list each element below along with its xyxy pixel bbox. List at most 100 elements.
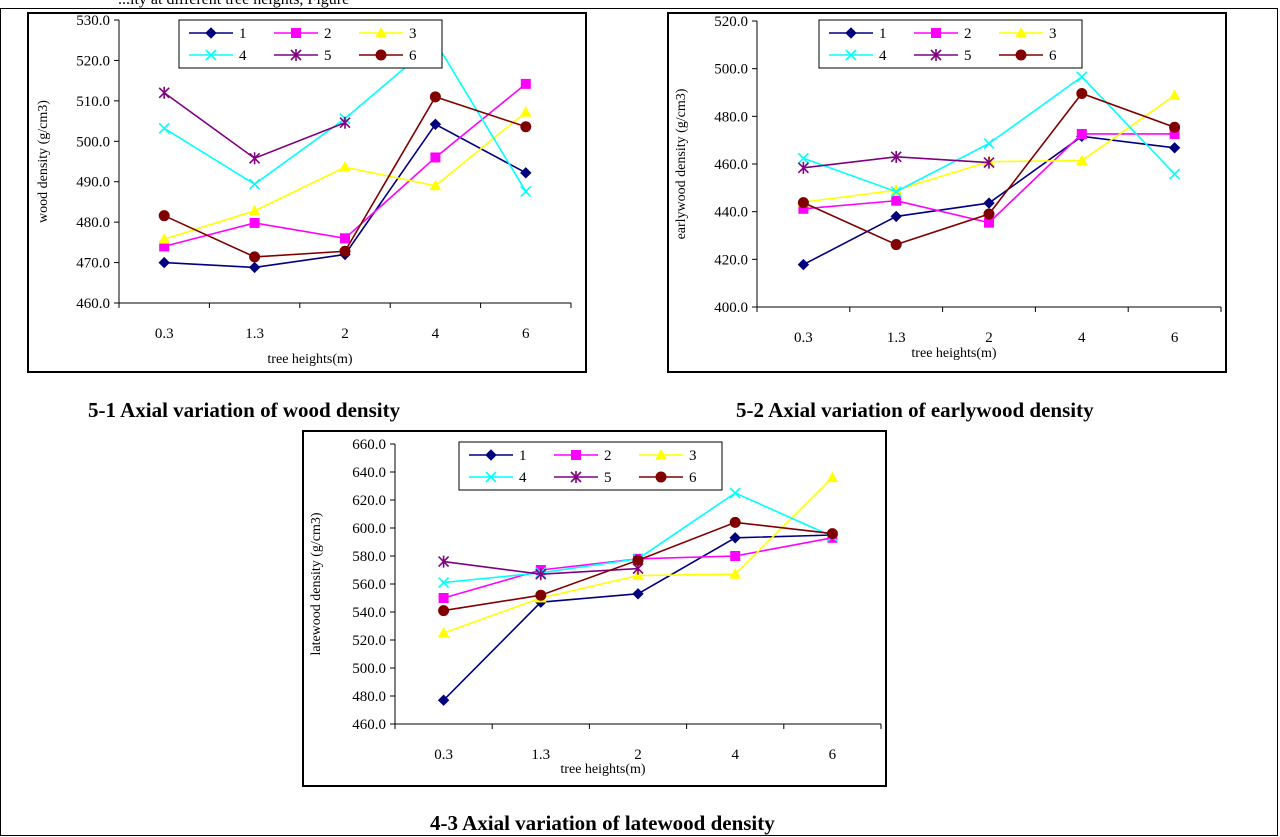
data-point <box>826 528 838 540</box>
data-point <box>1169 121 1181 133</box>
y-tick-label: 580.0 <box>352 549 386 565</box>
data-point <box>339 161 351 172</box>
y-tick-label: 520.0 <box>714 14 748 30</box>
y-tick-label: 530.0 <box>76 14 110 29</box>
legend-item-2: 2 <box>554 448 612 464</box>
series-6 <box>158 91 532 263</box>
data-point <box>632 554 644 566</box>
legend-marker <box>291 28 301 38</box>
legend-item-3: 3 <box>639 448 697 464</box>
x-tick-label: 1.3 <box>245 326 264 342</box>
legend-label: 5 <box>604 470 612 486</box>
legend-label: 5 <box>324 48 332 64</box>
x-tick-label: 0.3 <box>434 747 453 763</box>
legend-label: 3 <box>409 26 417 42</box>
series-1 <box>797 130 1181 271</box>
legend-item-6: 6 <box>639 470 697 486</box>
data-point <box>983 156 995 169</box>
y-tick-label: 600.0 <box>352 521 386 537</box>
legend-item-4: 4 <box>829 48 887 64</box>
legend-item-5: 5 <box>914 48 972 64</box>
data-point <box>1168 142 1181 154</box>
legend-label: 1 <box>239 26 247 42</box>
y-tick-label: 480.0 <box>76 215 110 231</box>
y-tick-label: 440.0 <box>714 205 748 221</box>
data-point <box>437 694 450 706</box>
legend: 1 2 3 4 5 6 <box>818 19 1083 69</box>
legend-item-4: 4 <box>189 48 247 64</box>
legend-item-2: 2 <box>914 26 972 42</box>
legend-marker <box>1015 49 1027 61</box>
x-tick-label: 2 <box>634 747 642 763</box>
x-tick-label: 4 <box>731 747 739 763</box>
legend-box <box>818 19 1083 69</box>
data-point <box>797 197 809 209</box>
data-point <box>520 121 532 133</box>
legend-label: 6 <box>1049 48 1057 64</box>
y-axis-title: earlywood density (g/cm3) <box>674 88 689 239</box>
series-line-5 <box>163 92 346 160</box>
data-point <box>519 106 532 117</box>
legend-box <box>178 19 443 69</box>
data-point <box>1076 71 1088 83</box>
data-point <box>520 78 531 89</box>
page-top-text: ...ity at different tree heights, Figure <box>118 0 349 9</box>
data-point <box>340 233 350 244</box>
data-point <box>890 210 902 223</box>
x-tick-label: 4 <box>432 326 440 342</box>
legend-label: 5 <box>964 48 972 64</box>
data-point <box>249 178 261 190</box>
data-point <box>438 577 450 589</box>
data-point <box>438 605 450 617</box>
chart-latewood-density: 460.0 480.0 500.0 520.0 540.0 560.0 580.0 600.0… <box>309 437 882 777</box>
y-tick-label: 510.0 <box>76 94 110 110</box>
data-point <box>429 179 442 191</box>
series-3 <box>158 106 532 244</box>
legend: 1 2 3 4 5 6 <box>178 19 443 69</box>
legend-item-6: 6 <box>999 48 1057 64</box>
data-point <box>797 152 809 164</box>
data-point <box>797 161 809 174</box>
legend-item-3: 3 <box>999 26 1057 42</box>
legend-item-2: 2 <box>274 26 332 42</box>
x-tick-label: 1.3 <box>531 747 550 763</box>
legend-item-3: 3 <box>359 26 417 42</box>
data-point <box>729 487 741 499</box>
y-tick-label: 500.0 <box>714 62 748 78</box>
y-tick-label: 660.0 <box>352 437 386 453</box>
data-point <box>249 152 261 165</box>
x-axis-title: tree heights(m) <box>267 352 352 367</box>
series-6 <box>797 87 1181 251</box>
y-tick-label: 480.0 <box>352 689 386 705</box>
data-point <box>249 217 260 228</box>
legend-label: 2 <box>604 448 612 464</box>
x-tick-label: 1.3 <box>887 330 906 346</box>
data-point <box>158 256 170 269</box>
data-point <box>983 137 995 150</box>
data-point <box>730 551 741 561</box>
y-tick-label: 620.0 <box>352 493 386 509</box>
data-point <box>158 122 170 134</box>
legend-marker <box>845 27 857 39</box>
y-tick-label: 460.0 <box>714 157 748 173</box>
x-tick-label: 0.3 <box>794 330 813 346</box>
legend-marker <box>571 450 581 460</box>
legend-label: 6 <box>689 470 697 486</box>
data-point <box>729 568 742 579</box>
plot-axes <box>114 19 572 308</box>
legend-label: 6 <box>409 48 417 64</box>
data-point <box>430 152 441 163</box>
legend-item-5: 5 <box>274 48 332 64</box>
data-point <box>158 210 170 222</box>
legend-marker <box>375 49 387 61</box>
y-tick-label: 520.0 <box>352 633 386 649</box>
caption-latewood-density: 4-3 Axial variation of latewood density <box>430 811 775 835</box>
data-point <box>437 626 450 638</box>
legend-label: 4 <box>519 470 527 486</box>
data-point <box>520 167 532 179</box>
x-tick-label: 6 <box>522 326 530 342</box>
data-point <box>797 258 810 271</box>
chart-wood-density: 460.0 470.0 480.0 490.0 500.0 510.0 520.0 530.0… <box>36 14 572 367</box>
data-point <box>983 208 995 220</box>
panel-wood-density: 460.0 470.0 480.0 490.0 500.0 510.0 520.0 530.0… <box>27 12 587 373</box>
